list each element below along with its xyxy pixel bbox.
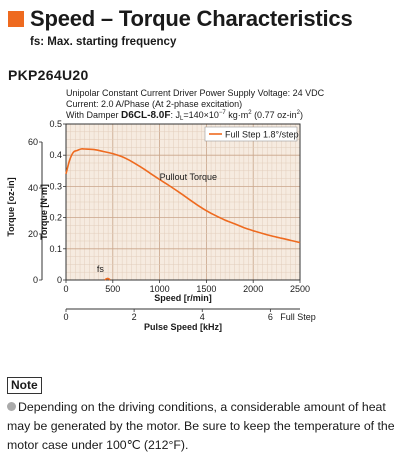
plot-frame [65, 123, 301, 281]
x-tick-label: 1500 [196, 284, 216, 294]
y2-tick-label: 0 [33, 275, 38, 285]
inertia-subscript: L [180, 116, 184, 122]
series-line-full-step [65, 148, 301, 244]
condition-line-1: Unipolar Constant Current Driver Power S… [66, 88, 325, 98]
x2-axis-label: Pulse Speed [kHz] [144, 322, 222, 332]
y2-tick-label: 60 [28, 137, 38, 147]
y-tick-label: 0.3 [49, 181, 62, 191]
x2-tick-label: 0 [63, 312, 68, 322]
x-tick-label: 0 [63, 284, 68, 294]
x2-tick-label: 6 [268, 312, 273, 322]
fs-curve-line [104, 277, 111, 281]
y-axis-ticks: 0 0.1 0.2 0.3 0.4 0.5 [49, 119, 66, 285]
y-tick-label: 0.5 [49, 119, 62, 129]
x-tick-label: 2000 [243, 284, 263, 294]
legend-box [204, 126, 298, 142]
x-tick-label: 500 [105, 284, 120, 294]
inertia-unit: kg·m [226, 110, 249, 120]
grid-lines [66, 124, 300, 280]
inertia-unit-exponent: 2 [248, 110, 252, 116]
y2-tick-label: 20 [28, 229, 38, 239]
damper-model: D6CL-8.0F [121, 110, 170, 121]
x2-tick-label: 2 [132, 312, 137, 322]
y2-axis-label: Torque [oz-in] [6, 177, 16, 236]
inertia-j: : J [170, 110, 180, 120]
inertia-alt-exponent: 2 [297, 110, 301, 116]
note-body: Depending on the driving conditions, a c… [7, 398, 403, 455]
legend: Full Step 1.8°/step [204, 126, 299, 142]
x2-tick-label: 4 [200, 312, 205, 322]
bullet-icon [7, 402, 16, 411]
y-tick-label: 0 [57, 275, 62, 285]
x-tick-label: 1000 [150, 284, 170, 294]
condition-line-2: Current: 2.0 A/Phase (At 2-phase excitat… [66, 99, 242, 109]
x-axis-label: Speed [r/min] [154, 293, 212, 303]
orange-square-icon [8, 11, 24, 27]
y2-tick-label: 40 [28, 183, 38, 193]
x2-axis-ticks: 0 2 4 6 [63, 309, 273, 322]
y-tick-label: 0.4 [49, 150, 62, 160]
note-text: Depending on the driving conditions, a c… [7, 400, 395, 452]
inertia-value: =140×10 [183, 110, 219, 120]
speed-torque-chart: Unipolar Constant Current Driver Power S… [6, 88, 325, 332]
page-title: Speed – Torque Characteristics [30, 6, 353, 31]
y-axis-label: Torque [N·m] [39, 184, 49, 240]
model-name: PKP264U20 [8, 67, 89, 83]
annotation-fs: fs [97, 264, 105, 274]
y-tick-label: 0.1 [49, 244, 62, 254]
x2-end-label: Full Step [280, 312, 316, 322]
y-tick-label: 0.2 [49, 213, 62, 223]
note-label: Note [7, 377, 42, 394]
header: Speed – Torque Characteristics fs: Max. … [8, 6, 408, 50]
legend-label: Full Step 1.8°/step [225, 130, 299, 140]
page-subtitle: fs: Max. starting frequency [30, 36, 177, 48]
inertia-exponent: −7 [219, 110, 227, 116]
damper-prefix: With Damper [66, 110, 121, 120]
x-tick-label: 2500 [290, 284, 310, 294]
inertia-close: ) [300, 110, 303, 120]
x-axis-ticks: 0 500 1000 1500 2000 2500 [63, 280, 310, 294]
condition-line-3: With Damper D6CL-8.0F: JL=140×10−7 kg·m2… [66, 110, 303, 122]
annotation-pullout-torque: Pullout Torque [160, 172, 217, 182]
inertia-alt: (0.77 oz-in [252, 110, 297, 120]
